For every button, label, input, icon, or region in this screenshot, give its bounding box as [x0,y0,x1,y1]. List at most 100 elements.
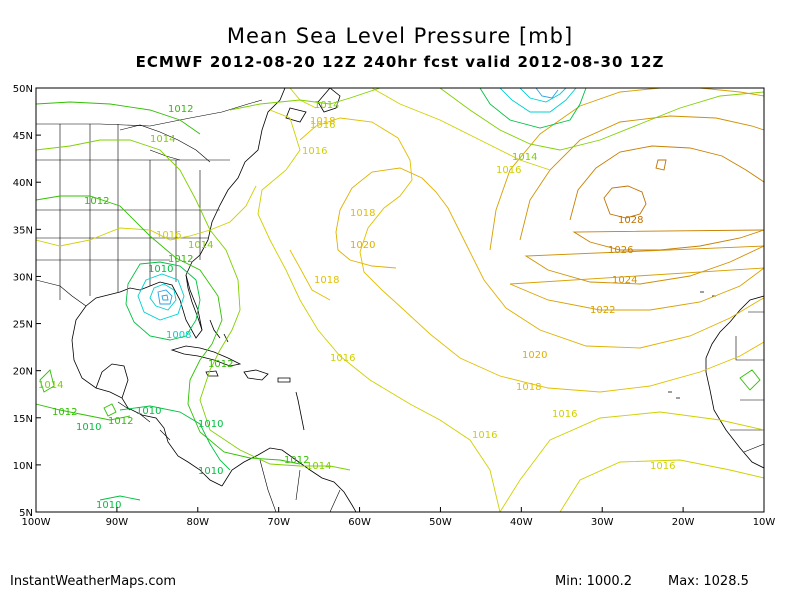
lon-label: 10W [753,517,776,528]
isobar-label: 1018 [314,275,339,286]
isobar-label: 1012 [208,359,233,370]
isobar-1016-west [36,185,257,247]
us-mexico-border [36,279,87,307]
lat-label: 20N [13,367,33,378]
lon-label: 70W [267,517,290,528]
isobar-label: 1012 [52,407,77,418]
newfoundland [317,88,341,113]
isobar-label: 1012 [108,416,133,427]
isobar-label: 1010 [76,422,101,433]
isobar-label: 1016 [650,461,675,472]
lon-label: 80W [186,517,209,528]
isobar-label: 1028 [618,215,643,226]
isobar-label: 1014 [512,152,537,163]
isobar-1008 [137,273,185,321]
isobar-label: 1020 [350,240,375,251]
isobar-label: 1014 [38,380,63,391]
lon-label: 20W [672,517,695,528]
isobar-1014-b [36,139,351,471]
isobar-label: 1012 [168,104,193,115]
isobar-label: 1016 [302,146,327,157]
isobar-north-low-3 [535,88,559,99]
us-canada-border [36,99,263,127]
isobar-label: 1016 [330,353,355,364]
isobar-label: 1010 [198,419,223,430]
isobar-1012 [36,101,301,465]
lat-label: 5N [19,508,33,519]
source-credit: InstantWeatherMaps.com [10,574,177,589]
cuba [170,345,242,367]
cape-verde [668,391,680,399]
isobar-1024 [519,115,764,285]
lat-label: 50N [13,84,33,95]
isobar-1010-caribbean [99,405,231,501]
isobar-label: 1014 [306,461,331,472]
isobar-1028b [655,159,667,171]
isobar-1012-south [36,403,131,421]
isobar-label: 1016 [552,409,577,420]
south-america-coast [221,447,357,512]
canary-islands [700,291,716,297]
lat-label: 15N [13,414,33,425]
south-america-borders [259,459,341,512]
isobar-1020-west [335,209,397,269]
lon-label: 100W [22,517,51,528]
lat-label: 45N [13,131,33,142]
isobar-label: 1022 [590,305,615,316]
isobar-label: 1018 [516,382,541,393]
lat-label: 25N [13,320,33,331]
isobar-label: 1018 [350,208,375,219]
max-value: Max: 1028.5 [668,574,749,589]
isobar-label: 1014 [188,240,213,251]
lon-label: 50W [429,517,452,528]
isobar-1028 [603,185,647,219]
lon-label: 60W [348,517,371,528]
isobar-label: 1010 [136,406,161,417]
isobar-1010-cyclone-north [479,88,587,129]
isobar-1002 [161,294,169,301]
isobar-label: 1016 [310,120,335,131]
isobar-label: 1024 [612,275,637,286]
lat-label: 30N [13,272,33,283]
lat-label: 35N [13,225,33,236]
isobar-label: 1012 [284,455,309,466]
yucatan [95,363,129,399]
lon-label: 90W [106,517,129,528]
isobar-label: 1016 [472,430,497,441]
isobar-label: 1014 [150,134,175,145]
isobar-1004 [157,289,173,305]
africa-borders [730,311,764,453]
lon-label: 40W [510,517,533,528]
borders [36,99,764,512]
isobar-1010 [125,261,201,341]
isobar-1020 [339,167,764,349]
isobars [36,88,764,512]
isobar-label: 1018 [310,116,335,127]
isobar-1016-south [559,459,764,512]
isobar-labels: 1012 1014 1016 1014 1012 1010 1008 1012 … [38,100,675,511]
lesser-antilles [295,391,305,431]
isobar-1016 [257,109,501,512]
isobar-1026 [569,145,764,251]
isobar-label: 1020 [522,350,547,361]
isobar-label: 1012 [168,254,193,265]
map-area: 1012 1014 1016 1014 1012 1010 1008 1012 … [36,88,764,512]
africa-coast [705,295,764,469]
min-value: Min: 1000.2 [555,574,633,589]
isobar-1018 [299,117,764,393]
isobar-label: 1012 [84,196,109,207]
lat-label: 10N [13,461,33,472]
isobar-1018-b [289,249,331,301]
isobar-label: 1008 [166,330,191,341]
isobar-1022 [489,88,764,311]
lon-label: 30W [591,517,614,528]
isobar-label: 1010 [148,264,173,275]
map-title: Mean Sea Level Pressure [mb] [226,24,574,48]
isobar-north-low-2 [519,88,567,103]
hispaniola [243,369,269,381]
isobar-label: 1010 [96,500,121,511]
nova-scotia [285,107,307,123]
isobar-1006 [149,283,177,311]
isobar-label: 1026 [608,245,633,256]
